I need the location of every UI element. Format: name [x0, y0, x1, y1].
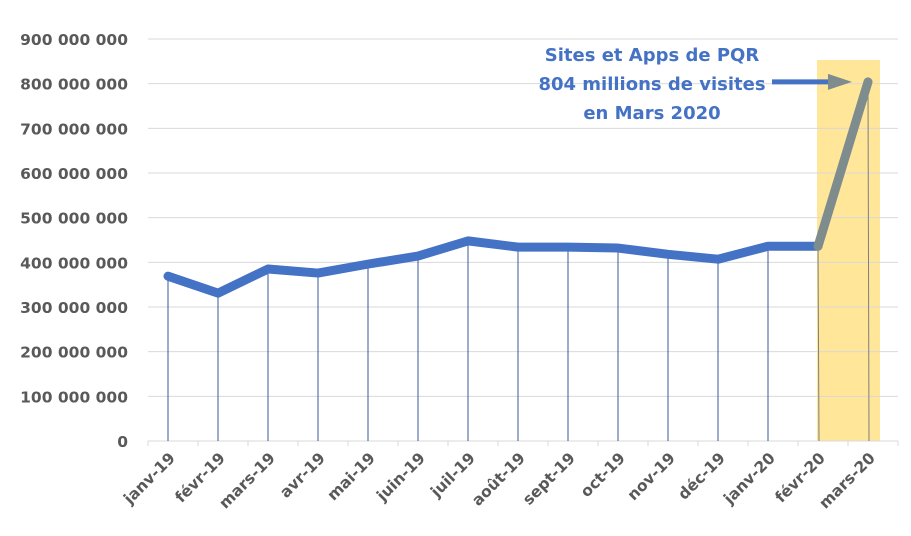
highlight-band-rect — [817, 60, 880, 441]
annotation-line-1: Sites et Apps de PQR — [545, 45, 760, 66]
x-tick-label: mai-19 — [324, 449, 379, 504]
highlight-band — [817, 60, 880, 441]
y-tick-label: 600 000 000 — [20, 165, 128, 183]
x-tick-label: janv-19 — [119, 449, 178, 508]
y-tick-label: 900 000 000 — [20, 31, 128, 49]
x-tick-label: oct-19 — [577, 449, 629, 501]
y-tick-label: 0 — [117, 433, 128, 451]
drop-lines — [167, 81, 870, 442]
y-tick-label: 500 000 000 — [20, 210, 128, 228]
gridlines — [148, 38, 898, 397]
y-tick-label: 700 000 000 — [20, 120, 128, 138]
x-tick-label: juin-19 — [372, 449, 428, 505]
x-tick-label: janv-20 — [719, 449, 778, 508]
x-axis — [147, 440, 899, 446]
y-tick-label: 400 000 000 — [20, 254, 128, 272]
y-tick-label: 100 000 000 — [20, 388, 128, 406]
y-axis-labels: 0 100 000 000 200 000 000 300 000 000 400 00… — [20, 31, 128, 451]
x-tick-label: août-19 — [468, 449, 529, 510]
x-axis-labels: janv-19févr-19mars-19avr-19mai-19juin-19… — [119, 449, 878, 512]
annotation-line-3: en Mars 2020 — [583, 103, 720, 124]
x-tick-label: nov-19 — [624, 449, 679, 504]
annotation-line-2: 804 millions de visites — [538, 74, 765, 95]
drop-line — [817, 246, 820, 442]
annotation-arrow-head-icon — [828, 73, 852, 90]
highlight-series-line — [813, 77, 873, 251]
drop-line — [867, 81, 870, 442]
data-line — [163, 77, 873, 298]
y-tick-label: 800 000 000 — [20, 76, 128, 94]
y-tick-label: 200 000 000 — [20, 344, 128, 362]
y-tick-label: 300 000 000 — [20, 299, 128, 317]
x-tick-label: sept-19 — [519, 449, 579, 509]
series-line — [163, 236, 823, 298]
annotation: Sites et Apps de PQR 804 millions de vis… — [538, 45, 852, 124]
x-tick-label: avr-19 — [276, 449, 328, 501]
